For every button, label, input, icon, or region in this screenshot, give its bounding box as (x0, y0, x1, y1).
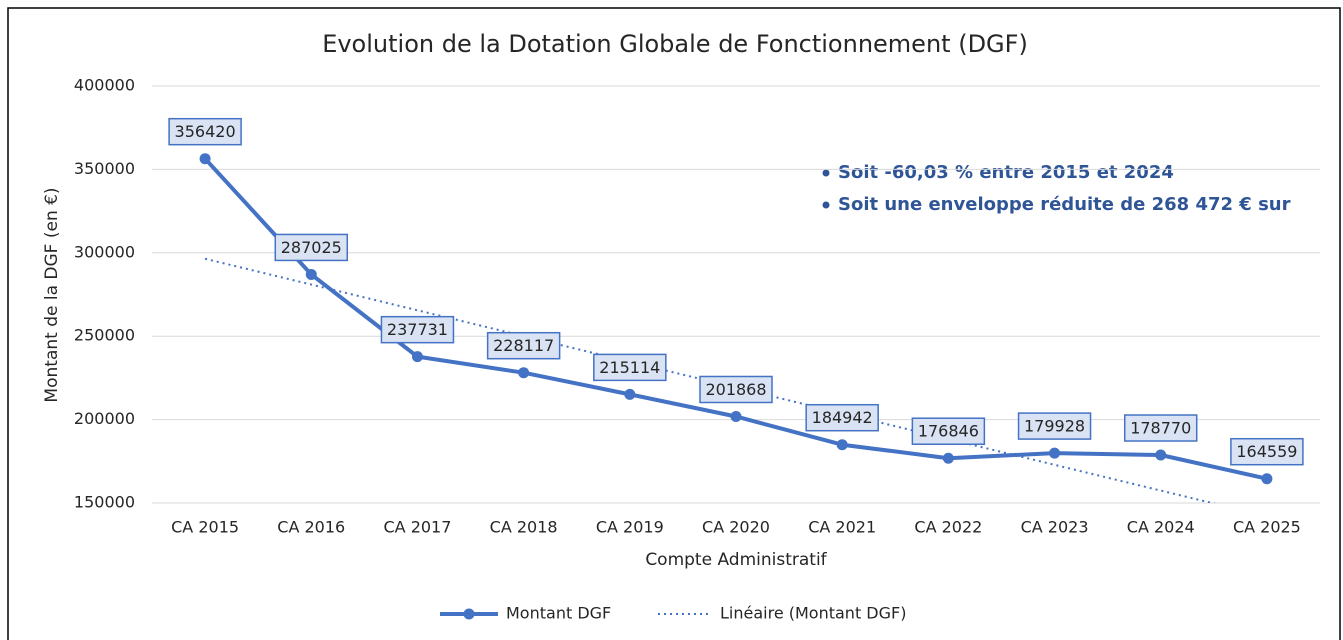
x-tick-label: CA 2019 (596, 518, 664, 537)
y-tick-label: 300000 (74, 242, 135, 261)
x-axis-title: Compte Administratif (645, 550, 827, 570)
data-label: 179928 (1024, 417, 1085, 436)
data-label-box (486, 331, 561, 360)
data-label: 201868 (705, 380, 766, 399)
y-tick-label: 200000 (74, 409, 135, 428)
legend-label: Linéaire (Montant DGF) (720, 604, 906, 623)
x-tick-label: CA 2016 (277, 518, 345, 537)
x-tick-label: CA 2022 (914, 518, 982, 537)
y-tick-label: 250000 (74, 326, 135, 345)
point (1155, 449, 1167, 461)
point (836, 439, 848, 451)
data-label: 228117 (493, 336, 554, 355)
data-label-box (380, 315, 455, 344)
y-tick-label: 350000 (74, 159, 135, 178)
y-tick-label: 150000 (74, 493, 135, 512)
point (305, 268, 317, 280)
point (199, 153, 211, 165)
x-tick-label: CA 2021 (808, 518, 876, 537)
data-label-box (168, 117, 242, 146)
bullet (822, 169, 830, 177)
data-label: 178770 (1130, 419, 1191, 438)
point (730, 410, 742, 422)
x-tick-label: CA 2024 (1127, 518, 1195, 537)
data-label-box (805, 403, 879, 432)
y-axis-title: Montant de la DGF (en €) (42, 187, 62, 402)
legend-marker (463, 608, 475, 620)
data-label: 184942 (812, 408, 873, 427)
x-tick-label: CA 2020 (702, 518, 770, 537)
x-tick-label: CA 2015 (171, 518, 239, 537)
x-tick-label: CA 2023 (1021, 518, 1089, 537)
point (411, 351, 423, 363)
point (1261, 473, 1273, 485)
legend-label: Montant DGF (506, 604, 611, 623)
data-label-box (274, 233, 349, 262)
point (1049, 447, 1061, 459)
data-label-box (1017, 412, 1092, 440)
annotation: Soit une enveloppe réduite de 268 472 € … (838, 194, 1291, 215)
data-label: 237731 (387, 320, 448, 339)
data-label: 287025 (281, 238, 342, 257)
data-label: 164559 (1236, 442, 1297, 461)
annotation: Soit -60,03 % entre 2015 et 2024 (838, 162, 1174, 183)
data-label-box (1123, 414, 1198, 442)
chart-border (7, 7, 1341, 640)
data-label-box (911, 417, 986, 445)
y-tick-label: 400000 (74, 76, 135, 95)
point (624, 388, 636, 400)
data-label-box (699, 375, 773, 404)
bullet (822, 201, 830, 209)
data-label: 356420 (175, 122, 236, 141)
point (942, 452, 954, 464)
data-label: 176846 (918, 422, 979, 441)
x-tick-label: CA 2017 (383, 518, 451, 537)
chart-title: Evolution de la Dotation Globale de Fonc… (322, 30, 1028, 58)
data-label-box (593, 353, 667, 382)
point (518, 367, 530, 379)
x-tick-label: CA 2025 (1233, 518, 1301, 537)
data-label: 215114 (599, 358, 660, 377)
x-tick-label: CA 2018 (490, 518, 558, 537)
data-label-box (1230, 437, 1304, 466)
